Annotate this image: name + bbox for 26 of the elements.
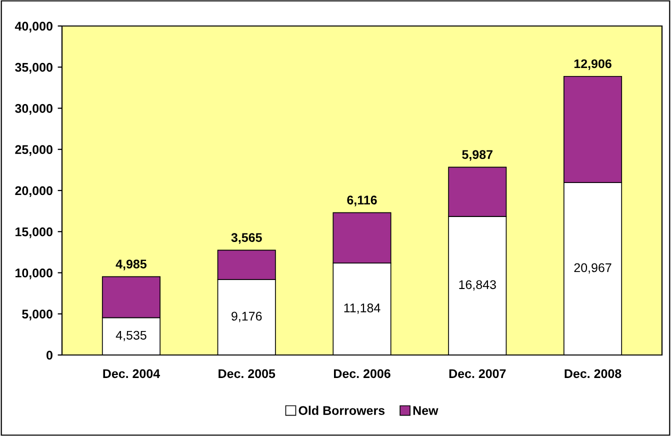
data-label: 12,906 [574,59,612,70]
data-label: 6,116 [347,196,377,206]
data-label: 5,987 [462,150,492,161]
legend-label: New [413,406,438,415]
x-tick-label: Dec. 2008 [564,369,622,378]
y-tick-label: 10,000 [16,268,52,280]
data-label: 11,184 [344,304,380,314]
data-label: 16,843 [459,280,496,291]
data-label: 3,565 [231,233,262,244]
y-tick-label: 5,000 [22,310,52,320]
x-tick-label: Dec. 2005 [218,369,276,378]
y-tick-label: 35,000 [15,62,52,74]
y-tick-label: 20,000 [15,186,52,197]
data-label: 9,176 [232,312,262,322]
data-label: 4,535 [116,330,146,342]
x-tick-label: Dec. 2004 [103,369,160,378]
x-tick-label: Dec. 2007 [449,369,506,378]
y-tick-label: 0 [46,350,52,360]
y-tick-label: 15,000 [16,227,52,238]
x-tick-label: Dec. 2006 [334,369,390,378]
y-tick-label: 30,000 [15,104,52,115]
data-label: 20,967 [574,263,612,274]
y-tick-label: 40,000 [14,22,52,32]
data-label: 4,985 [116,260,147,270]
y-tick-label: 25,000 [15,145,52,156]
legend-label: Old Borrowers [298,406,385,415]
